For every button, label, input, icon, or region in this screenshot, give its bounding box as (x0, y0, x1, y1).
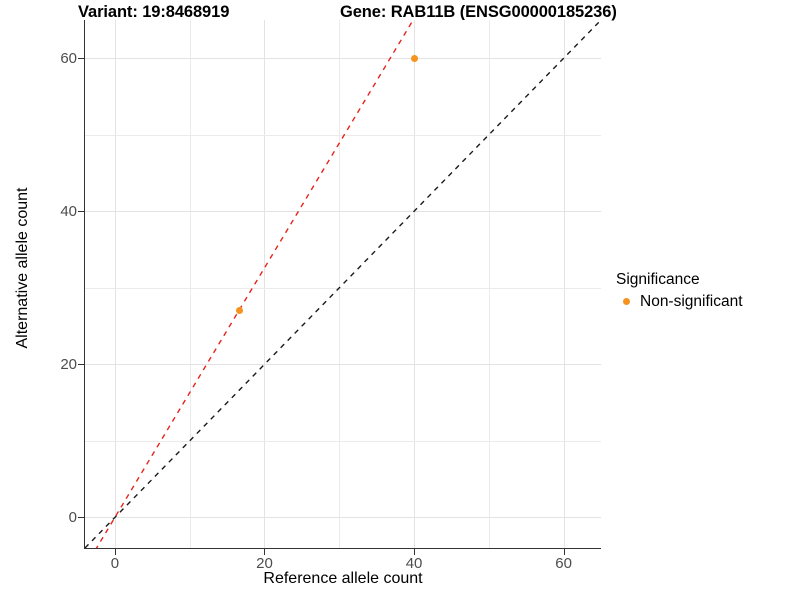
gridline-vertical (488, 20, 490, 548)
legend-item[interactable]: Non-significant (616, 292, 796, 311)
identity-line (85, 20, 601, 548)
x-tick-mark (414, 549, 416, 555)
y-axis-tick-labels: 0 20 40 60 (33, 0, 77, 600)
gridline-vertical (189, 20, 191, 548)
y-tick-label: 60 (60, 50, 77, 68)
x-tick-mark (563, 549, 565, 555)
legend-title: Significance (616, 271, 700, 288)
x-tick-mark (264, 549, 266, 555)
data-point[interactable] (410, 54, 418, 62)
y-tick-label: 0 (68, 509, 77, 527)
x-axis-tick-labels: 0 20 40 60 (0, 556, 800, 576)
gridline-horizontal (85, 58, 601, 60)
x-tick-label: 0 (110, 555, 120, 572)
y-tick-mark (78, 517, 84, 519)
y-tick-mark (78, 211, 84, 213)
fit-line (95, 20, 414, 548)
chart-title-row: Variant: 19:8468919 Gene: RAB11B (ENSG00… (0, 0, 800, 26)
data-point[interactable] (235, 307, 243, 315)
gridline-horizontal (85, 211, 601, 213)
x-tick-label: 40 (405, 555, 423, 572)
gridline-vertical (264, 20, 266, 548)
gridline-vertical (114, 20, 116, 548)
x-tick-label: 20 (256, 555, 273, 572)
gridline-horizontal (85, 134, 601, 136)
plot-panel (85, 20, 601, 548)
gridline-vertical (414, 20, 416, 548)
x-axis-line (84, 547, 601, 549)
y-tick-label: 40 (60, 203, 77, 221)
gridline-horizontal (85, 287, 601, 289)
y-axis-title: Alternative allele count (14, 187, 31, 349)
gridline-vertical (563, 20, 565, 548)
y-axis-line (84, 20, 86, 549)
y-tick-label: 20 (60, 356, 77, 374)
gridline-horizontal (85, 440, 601, 442)
x-tick-label: 60 (555, 555, 572, 572)
gridline-horizontal (85, 364, 601, 366)
reference-lines (85, 20, 601, 548)
gridline-vertical (339, 20, 341, 548)
x-tick-mark (114, 549, 116, 555)
gene-title: Gene: RAB11B (ENSG00000185236) (340, 3, 617, 21)
legend: Significance Non-significant (616, 270, 796, 311)
legend-items: Non-significant (616, 292, 796, 311)
x-axis-title: Reference allele count (263, 570, 423, 587)
y-tick-mark (78, 364, 84, 366)
y-tick-mark (78, 58, 84, 60)
legend-item-label: Non-significant (640, 293, 743, 310)
gridline-horizontal (85, 517, 601, 519)
point-marker-icon (618, 293, 635, 310)
variant-title: Variant: 19:8468919 (78, 3, 230, 21)
